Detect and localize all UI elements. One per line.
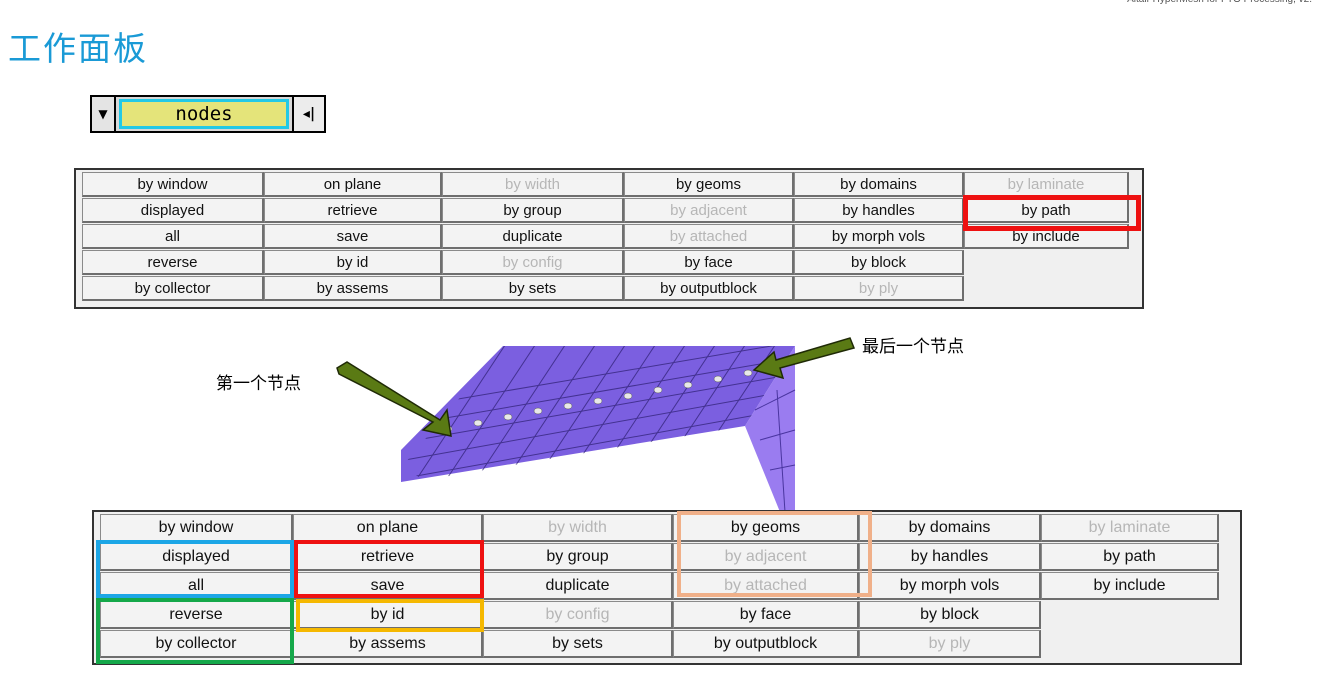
bottom-save-button[interactable]: save (293, 572, 483, 600)
top-reverse-button[interactable]: reverse (82, 250, 264, 275)
triangle-down-icon[interactable]: ▼ (92, 97, 116, 131)
top-by-handles-button[interactable]: by handles (794, 198, 964, 223)
bottom-by-id-button[interactable]: by id (293, 601, 483, 629)
bottom-all-button[interactable]: all (100, 572, 293, 600)
top-by-block-button[interactable]: by block (794, 250, 964, 275)
bottom-by-attached-button[interactable]: by attached (673, 572, 859, 600)
reset-first-icon[interactable]: ◂| (292, 97, 324, 131)
bottom-by-config-button[interactable]: by config (483, 601, 673, 629)
bottom-by-geoms-button[interactable]: by geoms (673, 514, 859, 542)
mesh-plate (401, 346, 795, 482)
last-node-label: 最后一个节点 (862, 337, 964, 357)
top-save-button[interactable]: save (264, 224, 442, 249)
bottom-by-outputblock-button[interactable]: by outputblock (673, 630, 859, 658)
header-note: Altair HyperMesh for FTO Processing, v2. (1127, 0, 1312, 5)
top-by-outputblock-button[interactable]: by outputblock (624, 276, 794, 301)
bottom-by-sets-button[interactable]: by sets (483, 630, 673, 658)
top-by-config-button[interactable]: by config (442, 250, 624, 275)
top-by-width-button[interactable]: by width (442, 172, 624, 197)
flange-grid (754, 389, 796, 512)
top-by-face-button[interactable]: by face (624, 250, 794, 275)
top-by-path-button[interactable]: by path (964, 198, 1129, 223)
selection-button-grid-top: by window on plane by width by geoms by doma… (82, 172, 1129, 301)
bottom-by-face-button[interactable]: by face (673, 601, 859, 629)
bottom-retrieve-button[interactable]: retrieve (293, 543, 483, 571)
bottom-by-window-button[interactable]: by window (100, 514, 293, 542)
first-node-arrow-icon (336, 361, 452, 437)
top-all-button[interactable]: all (82, 224, 264, 249)
top-by-morph-vols-button[interactable]: by morph vols (794, 224, 964, 249)
top-displayed-button[interactable]: displayed (82, 198, 264, 223)
top-on-plane-button[interactable]: on plane (264, 172, 442, 197)
top-by-assems-button[interactable]: by assems (264, 276, 442, 301)
mesh-illustration (401, 346, 796, 512)
selection-button-grid-bottom: by window on plane by width by geoms by doma… (100, 514, 1219, 658)
entity-selector[interactable]: ▼ nodes ◂| (90, 95, 326, 133)
bottom-by-handles-button[interactable]: by handles (859, 543, 1041, 571)
bottom-duplicate-button[interactable]: duplicate (483, 572, 673, 600)
bottom-by-laminate-button[interactable]: by laminate (1041, 514, 1219, 542)
top-by-domains-button[interactable]: by domains (794, 172, 964, 197)
bottom-by-include-button[interactable]: by include (1041, 572, 1219, 600)
bottom-by-ply-button[interactable]: by ply (859, 630, 1041, 658)
last-node-arrow-icon (752, 337, 856, 380)
top-by-laminate-button[interactable]: by laminate (964, 172, 1129, 197)
top-by-attached-button[interactable]: by attached (624, 224, 794, 249)
bottom-by-width-button[interactable]: by width (483, 514, 673, 542)
top-by-id-button[interactable]: by id (264, 250, 442, 275)
first-node-label: 第一个节点 (216, 374, 301, 394)
top-by-sets-button[interactable]: by sets (442, 276, 624, 301)
top-by-group-button[interactable]: by group (442, 198, 624, 223)
top-by-window-button[interactable]: by window (82, 172, 264, 197)
bottom-by-group-button[interactable]: by group (483, 543, 673, 571)
bottom-by-collector-button[interactable]: by collector (100, 630, 293, 658)
top-by-include-button[interactable]: by include (964, 224, 1129, 249)
top-by-adjacent-button[interactable]: by adjacent (624, 198, 794, 223)
bottom-by-adjacent-button[interactable]: by adjacent (673, 543, 859, 571)
top-by-collector-button[interactable]: by collector (82, 276, 264, 301)
bottom-displayed-button[interactable]: displayed (100, 543, 293, 571)
bottom-on-plane-button[interactable]: on plane (293, 514, 483, 542)
bottom-reverse-button[interactable]: reverse (100, 601, 293, 629)
top-duplicate-button[interactable]: duplicate (442, 224, 624, 249)
entity-type-field[interactable]: nodes (119, 99, 289, 129)
page-title: 工作面板 (8, 29, 148, 68)
bottom-by-path-button[interactable]: by path (1041, 543, 1219, 571)
bottom-by-morph-vols-button[interactable]: by morph vols (859, 572, 1041, 600)
bottom-by-domains-button[interactable]: by domains (859, 514, 1041, 542)
top-by-ply-button[interactable]: by ply (794, 276, 964, 301)
top-retrieve-button[interactable]: retrieve (264, 198, 442, 223)
bottom-by-assems-button[interactable]: by assems (293, 630, 483, 658)
top-by-geoms-button[interactable]: by geoms (624, 172, 794, 197)
bottom-by-block-button[interactable]: by block (859, 601, 1041, 629)
